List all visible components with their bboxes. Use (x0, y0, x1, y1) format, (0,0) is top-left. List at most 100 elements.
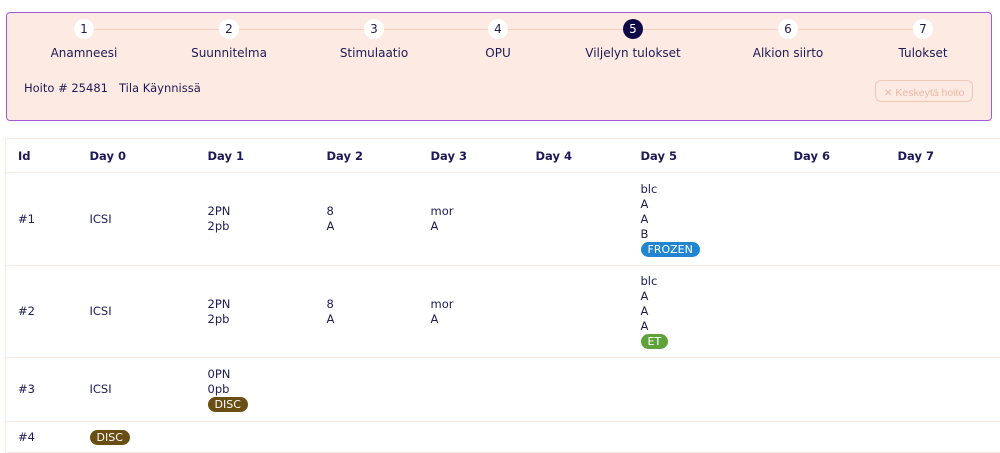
step-number: 7 (913, 19, 933, 39)
step-6[interactable]: 6 Alkion siirto (718, 19, 858, 60)
grade-value: A (431, 312, 524, 327)
grade-value: mor (431, 297, 524, 312)
grade-value: A (641, 212, 782, 227)
grade-value: 2pb (208, 219, 315, 234)
table-row[interactable]: #4 DISC (6, 422, 1000, 453)
day-cell (419, 358, 524, 422)
step-1[interactable]: 1 Anamneesi (14, 19, 154, 60)
day-cell (886, 266, 1000, 358)
column-header: Day 2 (315, 139, 419, 173)
embryo-id: #4 (6, 422, 78, 453)
day-cell (782, 266, 886, 358)
step-5[interactable]: 5 Viljelyn tulokset (563, 19, 703, 60)
day-cell (629, 422, 782, 453)
day-cell (524, 173, 629, 266)
step-4[interactable]: 4 OPU (428, 19, 568, 60)
grade-value: 8 (327, 204, 419, 219)
column-header: Day 5 (629, 139, 782, 173)
day-cell (315, 422, 419, 453)
grade-value: ICSI (90, 382, 196, 397)
column-header: Day 7 (886, 139, 1000, 173)
treatment-id: Hoito # 25481 (24, 81, 108, 95)
grade-value: ICSI (90, 212, 196, 227)
column-header: Day 6 (782, 139, 886, 173)
day-cell: ICSI (78, 358, 196, 422)
step-number: 4 (488, 19, 508, 39)
grade-value: blc (641, 182, 782, 197)
grade-value: A (431, 219, 524, 234)
grade-value: 0PN (208, 367, 315, 382)
cancel-treatment-button[interactable]: ✕ Keskeytä hoito (875, 80, 973, 102)
embryo-id: #3 (6, 358, 78, 422)
step-number: 6 (778, 19, 798, 39)
step-7[interactable]: 7 Tulokset (853, 19, 993, 60)
grade-value: A (641, 289, 782, 304)
grade-value: A (641, 319, 782, 334)
day-cell: ICSI (78, 266, 196, 358)
step-label: Alkion siirto (718, 46, 858, 60)
status-badge: DISC (90, 430, 130, 445)
grade-value: B (641, 227, 782, 242)
day-cell (524, 422, 629, 453)
grade-value: A (327, 219, 419, 234)
day-cell: ICSI (78, 173, 196, 266)
grade-value: 0pb (208, 382, 315, 397)
grade-value: 8 (327, 297, 419, 312)
stepper-panel: 1 Anamneesi 2 Suunnitelma 3 Stimulaatio 4 OPU 5 V… (6, 12, 992, 121)
day-cell (782, 422, 886, 453)
status-badge: DISC (208, 397, 248, 412)
step-label: Viljelyn tulokset (563, 46, 703, 60)
step-label: Suunnitelma (159, 46, 299, 60)
embryo-id: #2 (6, 266, 78, 358)
grade-value: ICSI (90, 304, 196, 319)
day-cell (524, 358, 629, 422)
column-header: Id (6, 139, 78, 173)
day-cell (782, 358, 886, 422)
day-cell (886, 173, 1000, 266)
step-number: 2 (219, 19, 239, 39)
step-number: 3 (364, 19, 384, 39)
grade-value: blc (641, 274, 782, 289)
grade-value: mor (431, 204, 524, 219)
step-label: Tulokset (853, 46, 993, 60)
grade-value: 2PN (208, 297, 315, 312)
day-cell (629, 358, 782, 422)
column-header: Day 3 (419, 139, 524, 173)
step-label: Anamneesi (14, 46, 154, 60)
status-badge: FROZEN (641, 242, 700, 257)
step-2[interactable]: 2 Suunnitelma (159, 19, 299, 60)
day-cell (315, 358, 419, 422)
day-cell (782, 173, 886, 266)
day-cell (886, 358, 1000, 422)
treatment-status: Tila Käynnissä (119, 81, 201, 95)
day-cell: DISC (78, 422, 196, 453)
day-cell (886, 422, 1000, 453)
step-number: 1 (74, 19, 94, 39)
grade-value: 2pb (208, 312, 315, 327)
column-header: Day 0 (78, 139, 196, 173)
step-label: OPU (428, 46, 568, 60)
status-badge: ET (641, 334, 669, 349)
step-label: Stimulaatio (304, 46, 444, 60)
day-cell (524, 266, 629, 358)
column-header: Day 4 (524, 139, 629, 173)
column-header: Day 1 (196, 139, 315, 173)
grade-value: A (641, 304, 782, 319)
grade-value: A (327, 312, 419, 327)
step-number: 5 (623, 19, 643, 39)
step-3[interactable]: 3 Stimulaatio (304, 19, 444, 60)
